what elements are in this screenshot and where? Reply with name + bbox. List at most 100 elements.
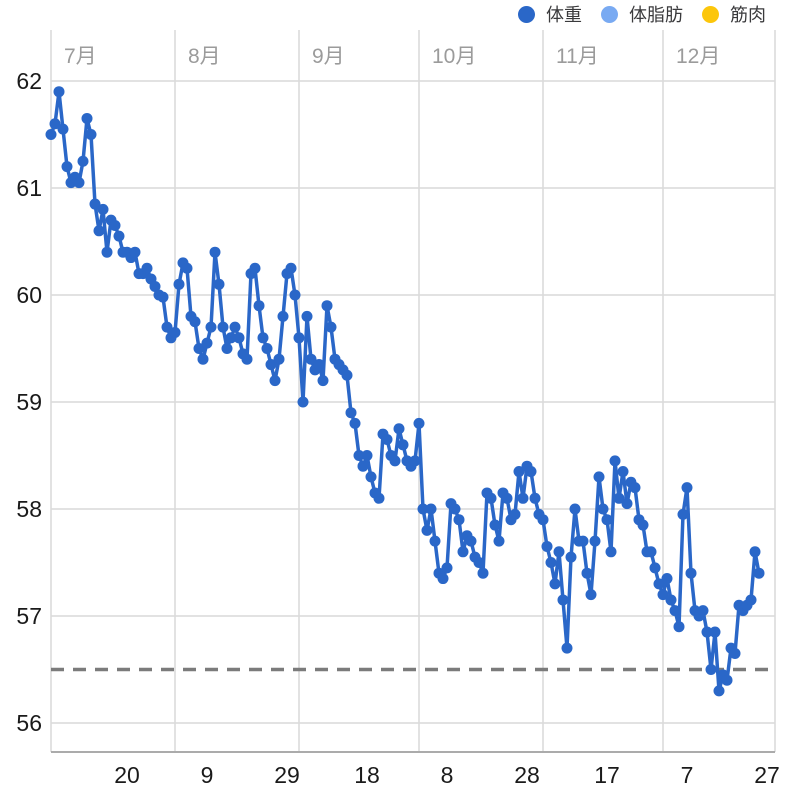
- data-point[interactable]: [193, 343, 205, 354]
- data-point[interactable]: [593, 471, 605, 483]
- data-point[interactable]: [261, 343, 273, 354]
- data-point[interactable]: [73, 177, 85, 189]
- data-point[interactable]: [545, 557, 557, 568]
- data-point[interactable]: [513, 466, 525, 478]
- data-point[interactable]: [373, 492, 385, 504]
- data-point[interactable]: [453, 514, 465, 526]
- data-point[interactable]: [721, 674, 733, 686]
- data-point[interactable]: [253, 300, 265, 312]
- data-point[interactable]: [589, 535, 601, 547]
- data-point[interactable]: [541, 540, 553, 552]
- data-point[interactable]: [217, 321, 229, 333]
- data-point[interactable]: [157, 291, 169, 303]
- data-point[interactable]: [109, 219, 121, 231]
- data-point[interactable]: [257, 332, 269, 344]
- data-point[interactable]: [485, 492, 497, 504]
- legend-item-muscle[interactable]: 筋肉: [702, 1, 766, 27]
- data-point[interactable]: [441, 562, 453, 574]
- data-point[interactable]: [345, 407, 357, 419]
- data-point[interactable]: [473, 557, 485, 568]
- data-point[interactable]: [361, 450, 373, 461]
- data-point[interactable]: [285, 262, 297, 274]
- data-point[interactable]: [677, 508, 689, 520]
- data-point[interactable]: [477, 567, 489, 579]
- data-point[interactable]: [273, 353, 285, 365]
- data-point[interactable]: [201, 337, 213, 349]
- data-point[interactable]: [465, 535, 477, 547]
- legend-item-weight[interactable]: 体重: [518, 1, 582, 27]
- data-point[interactable]: [297, 396, 309, 408]
- data-point[interactable]: [617, 466, 629, 478]
- data-point[interactable]: [745, 594, 757, 606]
- data-point[interactable]: [713, 685, 725, 697]
- data-point[interactable]: [637, 519, 649, 531]
- data-point[interactable]: [305, 353, 317, 365]
- data-point[interactable]: [653, 578, 665, 590]
- data-point[interactable]: [113, 230, 125, 242]
- data-point[interactable]: [241, 353, 253, 365]
- data-point[interactable]: [173, 278, 185, 290]
- data-point[interactable]: [141, 262, 153, 274]
- data-point[interactable]: [413, 417, 425, 429]
- data-point[interactable]: [493, 535, 505, 547]
- data-point[interactable]: [613, 492, 625, 504]
- data-point[interactable]: [197, 353, 209, 365]
- data-point[interactable]: [221, 343, 233, 354]
- data-point[interactable]: [161, 321, 173, 333]
- data-point[interactable]: [269, 375, 281, 387]
- data-point[interactable]: [489, 519, 501, 531]
- data-point[interactable]: [49, 118, 61, 130]
- data-point[interactable]: [605, 546, 617, 558]
- data-point[interactable]: [705, 664, 717, 675]
- data-point[interactable]: [569, 503, 581, 515]
- data-point[interactable]: [85, 129, 97, 140]
- data-point[interactable]: [81, 112, 93, 124]
- data-point[interactable]: [365, 471, 377, 483]
- data-point[interactable]: [645, 546, 657, 558]
- data-point[interactable]: [169, 326, 181, 338]
- data-point[interactable]: [317, 375, 329, 387]
- data-point[interactable]: [205, 321, 217, 333]
- data-point[interactable]: [557, 594, 569, 606]
- data-point[interactable]: [657, 589, 669, 601]
- data-point[interactable]: [277, 310, 289, 322]
- legend-item-bodyfat[interactable]: 体脂肪: [601, 1, 683, 27]
- data-point[interactable]: [749, 546, 761, 558]
- data-point[interactable]: [753, 567, 765, 579]
- data-point[interactable]: [181, 262, 193, 274]
- data-point[interactable]: [585, 589, 597, 601]
- data-point[interactable]: [709, 626, 721, 638]
- data-point[interactable]: [697, 605, 709, 617]
- data-point[interactable]: [325, 321, 337, 333]
- data-point[interactable]: [313, 359, 325, 371]
- data-point[interactable]: [553, 546, 565, 558]
- data-point[interactable]: [537, 514, 549, 526]
- data-point[interactable]: [621, 498, 633, 510]
- data-point[interactable]: [341, 369, 353, 381]
- data-point[interactable]: [681, 482, 693, 494]
- data-point[interactable]: [417, 503, 429, 515]
- data-point[interactable]: [77, 155, 89, 167]
- data-point[interactable]: [701, 626, 713, 638]
- data-point[interactable]: [357, 460, 369, 472]
- data-point[interactable]: [509, 508, 521, 520]
- data-point[interactable]: [381, 433, 393, 445]
- data-point[interactable]: [609, 455, 621, 467]
- data-point[interactable]: [225, 332, 237, 344]
- data-point[interactable]: [437, 573, 449, 585]
- data-point[interactable]: [397, 439, 409, 451]
- data-point[interactable]: [673, 621, 685, 633]
- data-point[interactable]: [669, 605, 681, 617]
- data-point[interactable]: [629, 482, 641, 494]
- data-point[interactable]: [457, 546, 469, 558]
- data-point[interactable]: [349, 417, 361, 429]
- data-point[interactable]: [565, 551, 577, 563]
- data-point[interactable]: [409, 455, 421, 467]
- data-point[interactable]: [61, 161, 73, 173]
- data-point[interactable]: [529, 492, 541, 504]
- data-point[interactable]: [301, 310, 313, 322]
- data-point[interactable]: [429, 535, 441, 547]
- data-point[interactable]: [249, 262, 261, 274]
- data-point[interactable]: [189, 316, 201, 328]
- data-point[interactable]: [549, 578, 561, 590]
